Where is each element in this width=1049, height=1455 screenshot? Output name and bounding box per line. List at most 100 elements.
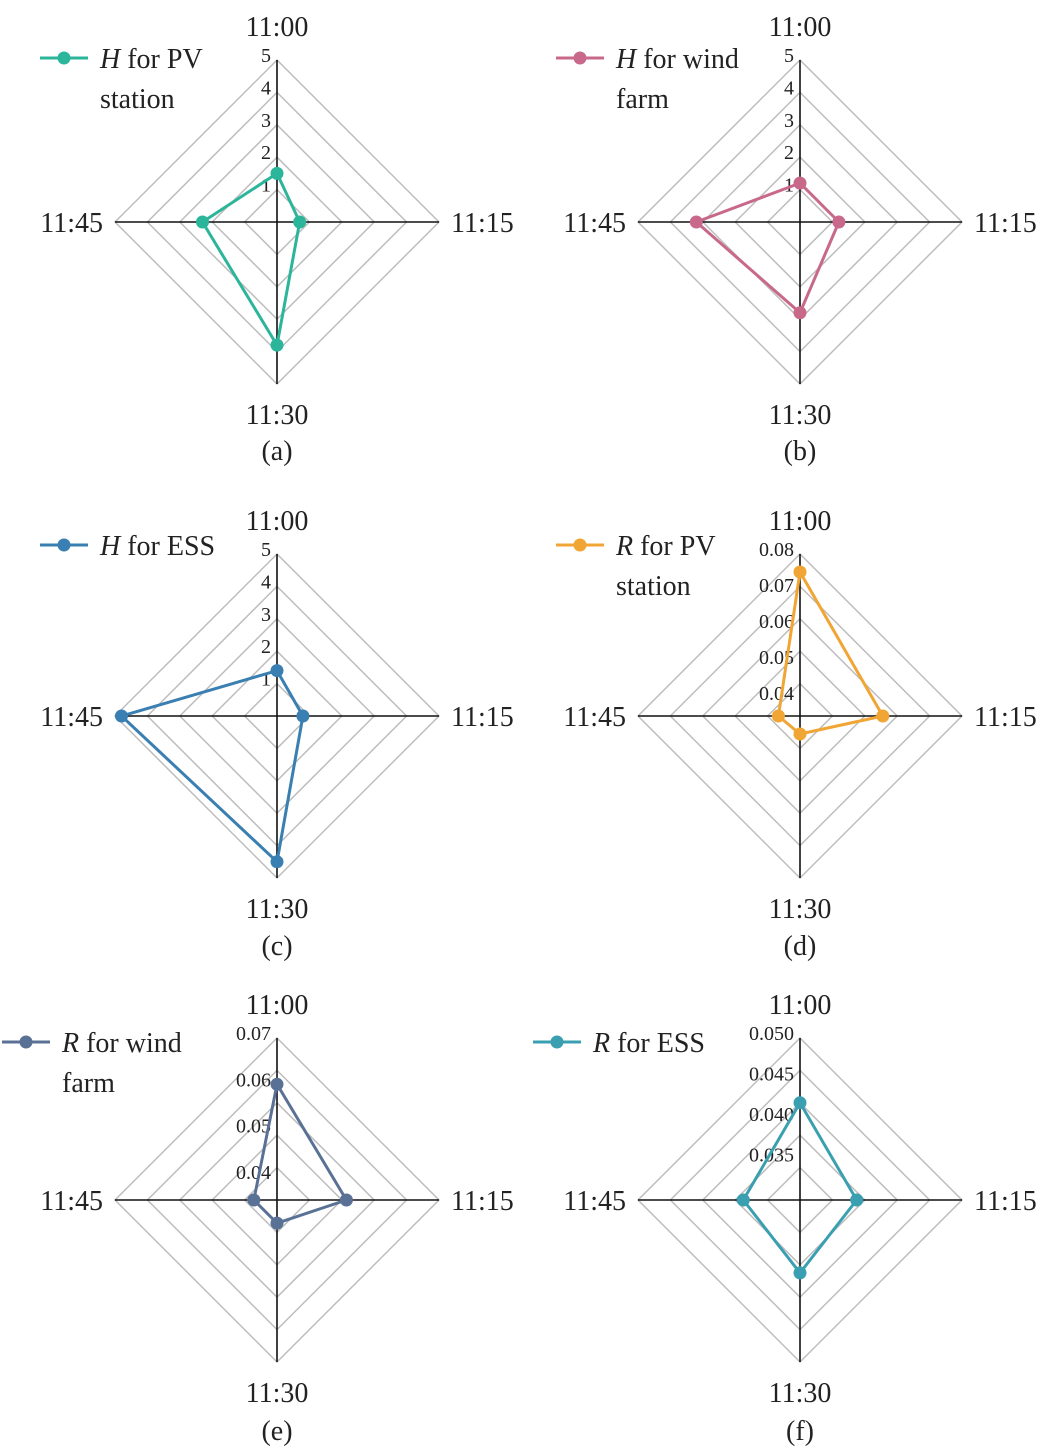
radial-tick-label: 1	[784, 175, 794, 197]
axis-label-1115: 11:15	[974, 1186, 1037, 1217]
data-point-1130	[793, 1266, 807, 1280]
data-point-1100	[793, 1096, 807, 1110]
legend-label-line2: station	[616, 571, 691, 602]
radial-tick-label: 3	[261, 110, 271, 132]
data-point-1145	[114, 709, 128, 723]
axis-label-1100: 11:00	[769, 990, 832, 1021]
legend-label: H for PV	[99, 44, 203, 75]
data-point-1100	[793, 565, 807, 579]
axis-label-1115: 11:15	[974, 702, 1037, 733]
axis-label-1115: 11:15	[451, 208, 514, 239]
axis-label-1115: 11:15	[451, 702, 514, 733]
data-point-1145	[736, 1193, 750, 1207]
radial-tick-label: 0.04	[236, 1162, 271, 1184]
data-point-1130	[793, 306, 807, 320]
radial-tick-label: 0.06	[759, 611, 794, 633]
radar-panel-2: 1 2 3 4 511:00 11:15 11:30 11:45 H for wind farm (…	[556, 12, 1037, 467]
data-point-1130	[270, 1216, 284, 1230]
data-point-1130	[793, 727, 807, 741]
data-point-1100	[793, 176, 807, 190]
data-point-1130	[270, 338, 284, 352]
legend-marker	[550, 1035, 564, 1049]
radial-tick-label: 0.035	[749, 1145, 794, 1167]
axis-label-1130: 11:30	[246, 894, 309, 925]
series-line	[694, 181, 841, 315]
panel-caption: (f)	[786, 1416, 814, 1447]
legend: H for ESS	[40, 531, 215, 562]
panel-caption: (b)	[784, 436, 817, 467]
legend-marker	[57, 538, 71, 552]
legend-marker	[573, 51, 587, 65]
data-point-1115	[832, 215, 846, 229]
data-point-1130	[270, 855, 284, 869]
radial-tick-label: 5	[261, 45, 271, 67]
legend-label-line2: farm	[616, 84, 669, 115]
radar-panel-1: 1 2 3 4 511:00 11:15 11:30 11:45 H for PV station…	[40, 12, 514, 467]
series-line	[119, 669, 305, 864]
axis-label-1145: 11:45	[40, 702, 103, 733]
axis-label-1145: 11:45	[563, 702, 626, 733]
radial-tick-label: 5	[784, 45, 794, 67]
axis-label-1145: 11:45	[563, 1186, 626, 1217]
radial-tick-label: 1	[261, 669, 271, 691]
data-point-1115	[876, 709, 890, 723]
legend-label: H for ESS	[99, 531, 215, 562]
axis-label-1130: 11:30	[769, 1378, 832, 1409]
axis-label-1100: 11:00	[246, 12, 309, 43]
panel-caption: (c)	[261, 931, 292, 962]
radial-tick-label: 3	[784, 110, 794, 132]
radial-tick-label: 2	[784, 142, 794, 164]
data-point-1100	[270, 166, 284, 180]
legend-label-line2: farm	[62, 1068, 115, 1099]
axis-label-1145: 11:45	[563, 208, 626, 239]
axis-label-1115: 11:15	[974, 208, 1037, 239]
axis-label-1100: 11:00	[246, 506, 309, 537]
series-line	[252, 1082, 348, 1225]
data-point-1115	[293, 215, 307, 229]
legend-label: R for PV	[615, 531, 716, 562]
radar-panel-4: 0.040.050.060.070.0811:0011:1511:3011:45…	[556, 506, 1037, 962]
axis-label-1100: 11:00	[769, 12, 832, 43]
radial-tick-label: 0.07	[236, 1023, 271, 1045]
legend-label: R for ESS	[592, 1028, 705, 1059]
axis-label-1100: 11:00	[246, 990, 309, 1021]
radar-panel-3: 1 2 3 4 511:00 11:15 11:30 11:45 H for ESS (c)	[40, 506, 514, 962]
radial-tick-label: 2	[261, 142, 271, 164]
data-point-1145	[195, 215, 209, 229]
data-point-1115	[296, 709, 310, 723]
radial-tick-label: 0.05	[236, 1116, 271, 1138]
radial-tick-label: 0.050	[749, 1023, 794, 1045]
radial-tick-label: 0.04	[759, 683, 794, 705]
radial-tick-label: 3	[261, 604, 271, 626]
axis-label-1130: 11:30	[246, 1378, 309, 1409]
data-point-1115	[339, 1193, 353, 1207]
axis-label-1130: 11:30	[769, 400, 832, 431]
radial-tick-label: 0.08	[759, 539, 794, 561]
panel-caption: (d)	[784, 931, 817, 962]
radial-tick-label: 0.040	[749, 1104, 794, 1126]
data-point-1145	[689, 215, 703, 229]
axis-label-1130: 11:30	[769, 894, 832, 925]
axis-label-1145: 11:45	[40, 1186, 103, 1217]
data-point-1100	[270, 1077, 284, 1091]
radial-tick-label: 4	[261, 77, 271, 99]
panel-caption: (a)	[261, 436, 292, 467]
axis-label-1115: 11:15	[451, 1186, 514, 1217]
axis-label-1130: 11:30	[246, 400, 309, 431]
data-point-1145	[771, 709, 785, 723]
data-point-1100	[270, 664, 284, 678]
legend-label-line2: station	[100, 84, 175, 115]
radial-tick-label: 5	[261, 539, 271, 561]
axis-label-1100: 11:00	[769, 506, 832, 537]
legend: H for wind farm	[556, 44, 739, 115]
radial-tick-label: 4	[784, 77, 794, 99]
radial-tick-label: 0.07	[759, 575, 794, 597]
legend-marker	[573, 538, 587, 552]
legend-label: H for wind	[615, 44, 739, 75]
legend-marker	[57, 51, 71, 65]
radial-tick-label: 0.045	[749, 1064, 794, 1086]
legend: R for ESS	[533, 1028, 705, 1059]
